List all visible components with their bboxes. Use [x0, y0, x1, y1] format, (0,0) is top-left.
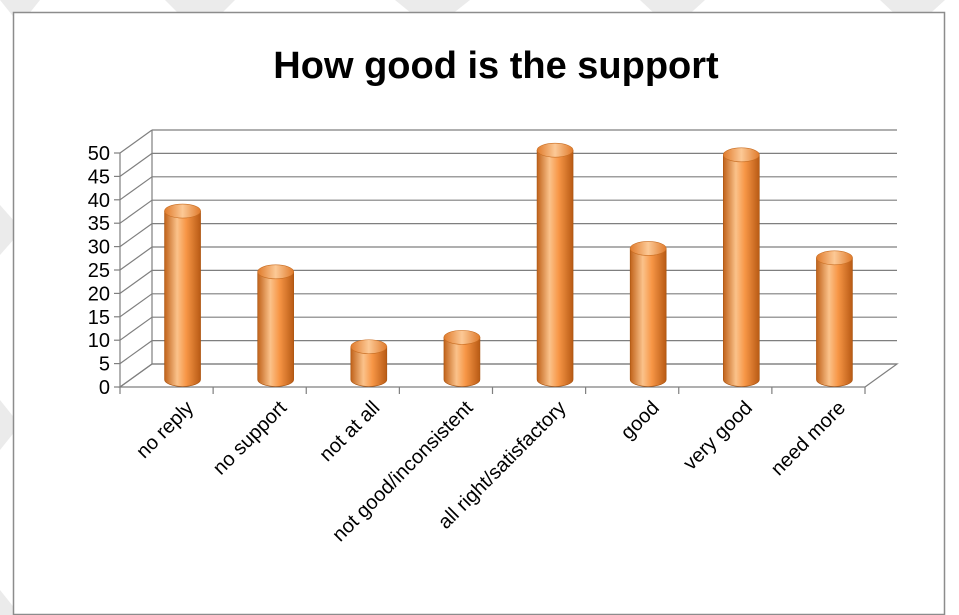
y-tick-label: 50 [88, 143, 110, 165]
bar [164, 203, 201, 387]
bar-cap [443, 330, 481, 345]
gridline-side [119, 223, 153, 248]
y-tick-label: 30 [88, 237, 110, 259]
gridline-side [119, 152, 153, 177]
bar-cap [723, 147, 760, 163]
gridline-side [119, 129, 153, 154]
y-tick-label: 10 [88, 330, 110, 352]
y-tick-label: 35 [88, 213, 110, 235]
gridline-side [119, 246, 153, 271]
gridline-side [119, 269, 153, 294]
bar [350, 339, 388, 387]
gridline-side [119, 176, 153, 201]
bar-body [350, 346, 388, 387]
bar [723, 147, 760, 387]
bar-cap [816, 250, 853, 266]
chart-title: How good is the support [273, 45, 719, 87]
bar [257, 264, 294, 387]
y-tick-label: 40 [88, 190, 110, 212]
bar [443, 330, 481, 387]
bar-body [723, 154, 760, 387]
bar-body [257, 271, 294, 387]
y-tick-label: 15 [88, 307, 110, 329]
y-tick-label: 0 [99, 377, 110, 399]
bar-cap [350, 339, 388, 355]
gridline-side [119, 340, 153, 365]
bar [629, 241, 667, 387]
bar-layer [164, 142, 853, 387]
y-tick-label: 25 [88, 260, 110, 282]
bar-cap [536, 142, 574, 158]
chart-border [12, 11, 946, 615]
bar-body [443, 337, 481, 387]
bar-body [816, 257, 853, 387]
bar-body [536, 149, 574, 387]
y-tick-label: 5 [99, 354, 110, 376]
y-tick-label: 45 [88, 166, 110, 188]
bar-cap [257, 264, 294, 280]
bar-cap [164, 203, 201, 219]
gridline-side [119, 316, 153, 341]
gridline-side [119, 199, 153, 224]
bar-body [629, 248, 667, 387]
bar [536, 142, 574, 387]
bar [816, 250, 853, 387]
floor-plane [118, 363, 899, 388]
gridline-side [119, 293, 153, 318]
bar-body [164, 210, 201, 387]
y-tick-label: 20 [88, 283, 110, 305]
bar-cap [629, 241, 667, 256]
